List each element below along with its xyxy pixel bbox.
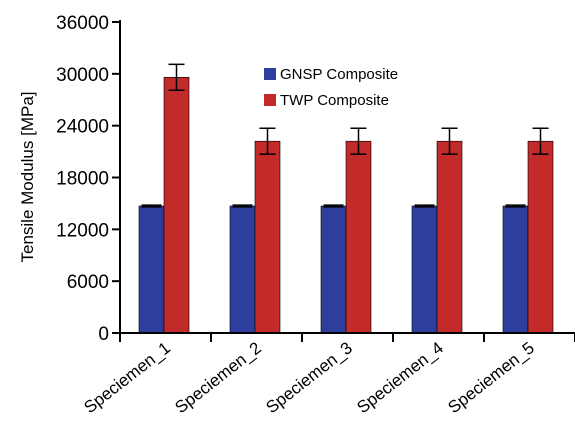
bar-twp bbox=[345, 140, 372, 334]
y-axis-ticks: 0 6000 12000 18000 24000 30000 36000 bbox=[56, 13, 120, 345]
legend-swatch-twp bbox=[264, 94, 276, 106]
y-tick-label: 24000 bbox=[56, 117, 109, 138]
x-tick-label: Speciemen_5 bbox=[444, 338, 538, 417]
axes bbox=[119, 20, 575, 334]
bar-gnsp bbox=[411, 205, 438, 334]
y-tick-label: 18000 bbox=[56, 169, 109, 190]
bar-twp bbox=[163, 76, 190, 334]
y-axis-title: Tensile Modulus [MPa] bbox=[18, 91, 37, 262]
x-tick-label: Speciemen_1 bbox=[80, 338, 174, 417]
error-bars bbox=[141, 63, 549, 208]
legend-label-gnsp: GNSP Composite bbox=[280, 66, 398, 83]
y-tick-label: 6000 bbox=[67, 272, 109, 293]
bar-gnsp bbox=[502, 205, 529, 334]
bar-twp bbox=[254, 140, 281, 334]
bar-gnsp bbox=[229, 205, 256, 334]
y-tick-label: 12000 bbox=[56, 220, 109, 241]
y-tick-label: 36000 bbox=[56, 13, 109, 34]
bar-gnsp bbox=[138, 205, 165, 334]
legend-swatch-gnsp bbox=[264, 68, 276, 80]
bars bbox=[138, 76, 554, 334]
legend-label-twp: TWP Composite bbox=[280, 92, 389, 109]
bar-twp bbox=[527, 140, 554, 334]
legend: GNSP Composite TWP Composite bbox=[264, 66, 398, 109]
x-tick-label: Speciemen_4 bbox=[353, 338, 447, 417]
bar-gnsp bbox=[320, 205, 347, 334]
y-tick-label: 0 bbox=[98, 324, 109, 345]
y-tick-label: 30000 bbox=[56, 65, 109, 86]
x-axis-ticks: Speciemen_1Speciemen_2Speciemen_3Speciem… bbox=[80, 333, 575, 417]
x-tick-label: Speciemen_2 bbox=[171, 338, 265, 417]
x-tick-label: Speciemen_3 bbox=[262, 338, 356, 417]
bar-twp bbox=[436, 140, 463, 334]
